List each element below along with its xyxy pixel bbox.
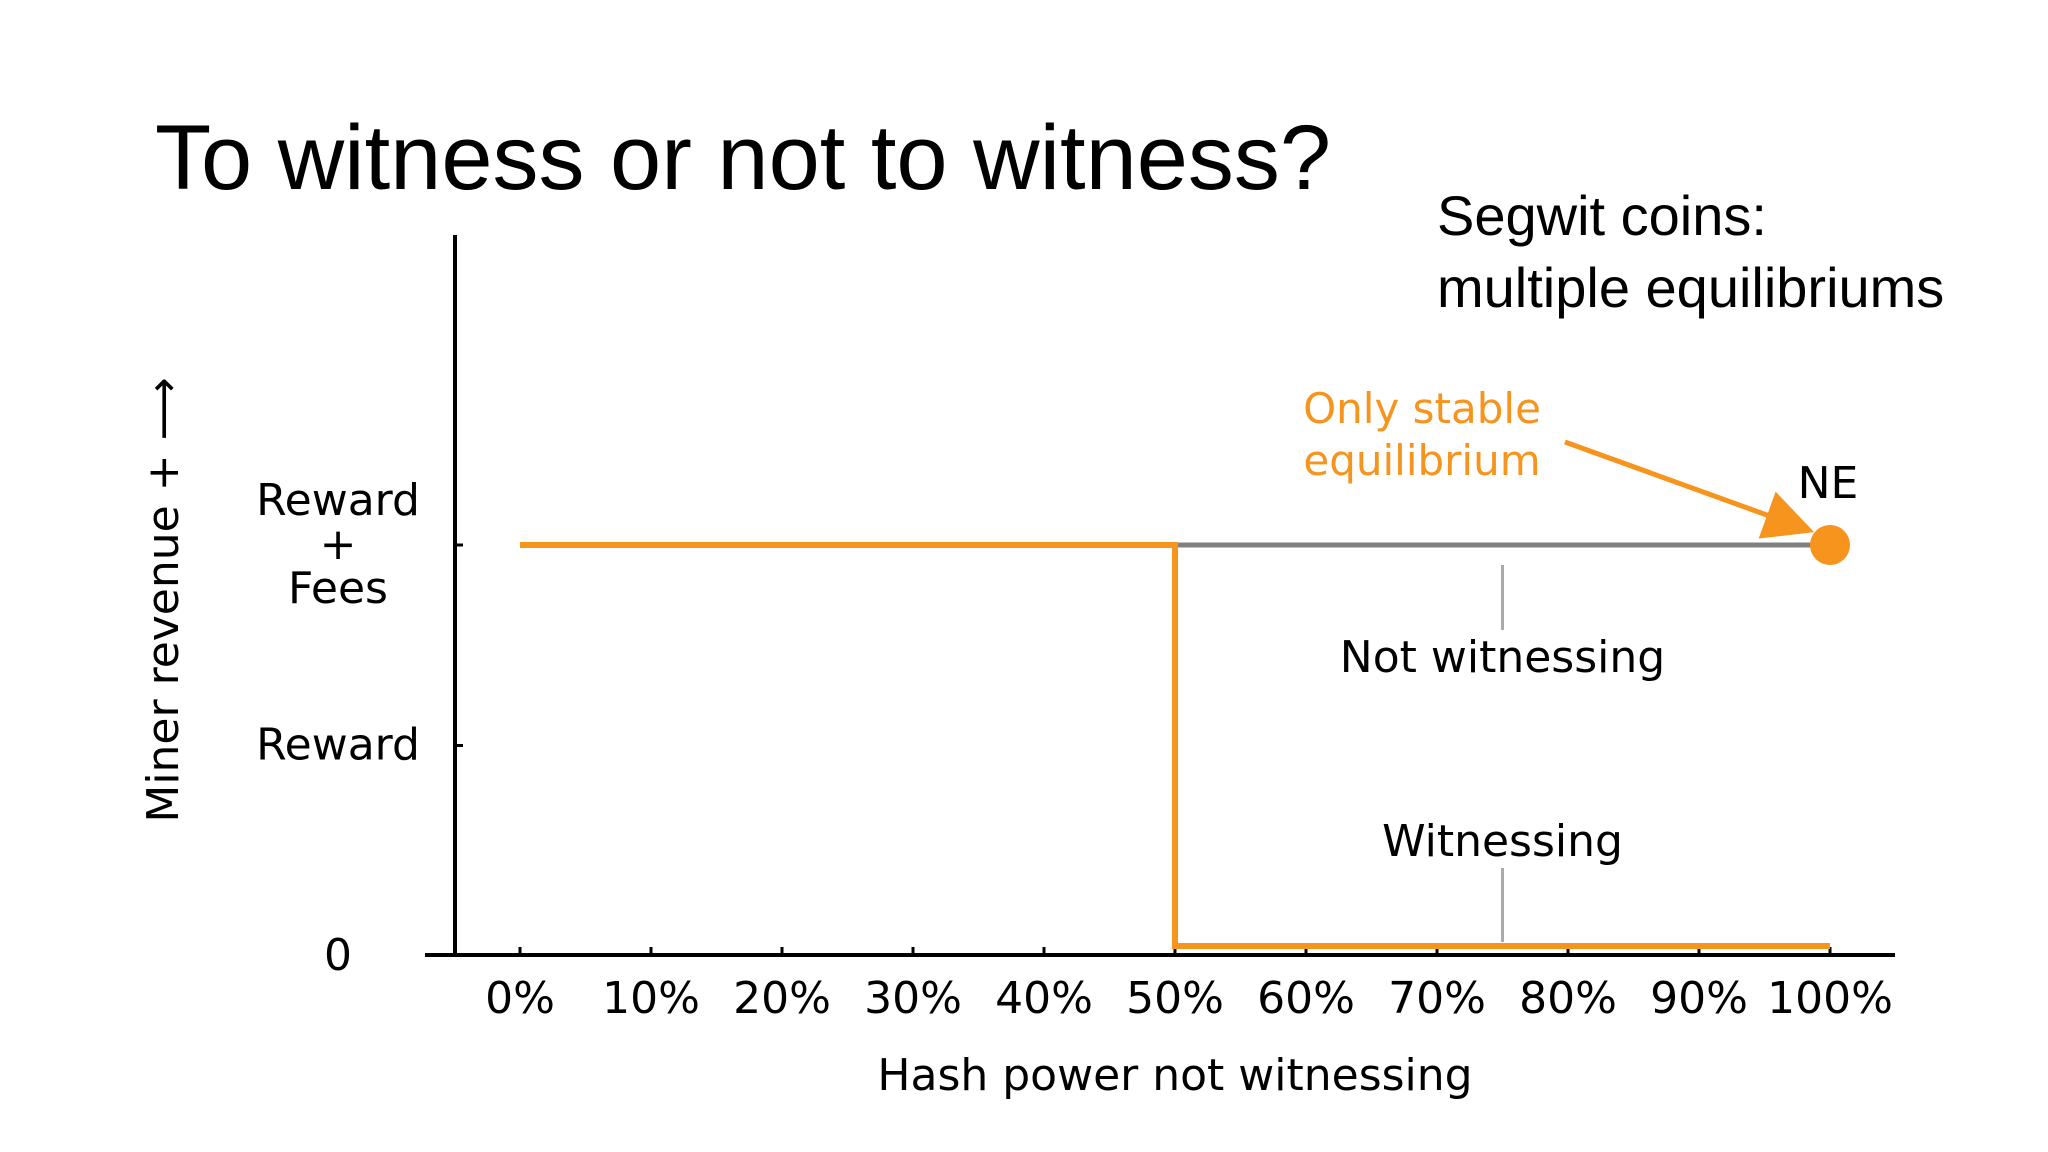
label-not-witnessing: Not witnessing [1340,632,1665,683]
ne-point [1810,525,1850,565]
chart-axes [425,235,1895,957]
x-tick-group: 0% 10% 20% 30% 40% 50% 60% 70% 80% 90% 100% [485,947,1893,1024]
slide-subtitle: Segwit coins: multiple equilibriums [1437,180,1944,324]
slide-title: To witness or not to witness? [155,107,1332,209]
subtitle-line-2: multiple equilibriums [1437,256,1945,319]
x-tick-label: 40% [995,973,1093,1024]
x-tick-label: 80% [1519,973,1617,1024]
x-tick-label: 10% [602,973,700,1024]
label-witnessing: Witnessing [1382,816,1623,867]
x-tick-label: 50% [1126,973,1224,1024]
y-tick-label: Reward [256,475,420,526]
label-only-stable-equilibrium: equilibrium [1303,436,1540,485]
x-tick-label: 90% [1650,973,1748,1024]
x-tick-label: 30% [864,973,962,1024]
x-tick-label: 60% [1257,973,1355,1024]
x-tick-label: 0% [485,973,555,1024]
x-tick-label: 70% [1388,973,1486,1024]
series-group [520,542,1830,949]
y-tick-label: Fees [288,563,388,614]
y-tick-label: 0 [324,930,352,981]
y-tick-label: + [320,519,357,570]
label-ne: NE [1798,458,1859,509]
x-axis-label: Hash power not witnessing [877,1050,1472,1101]
arrow-to-ne [1564,439,1815,539]
x-tick-label: 20% [733,973,831,1024]
series-line-witnessing [520,542,1830,949]
subtitle-line-1: Segwit coins: [1437,184,1767,247]
annotation-group: Not witnessing Witnessing NE Only stableequ… [1303,384,1858,942]
label-only-stable-equilibrium: Only stable [1303,384,1541,433]
x-tick-label: 100% [1767,973,1893,1024]
y-axis-label: Miner revenue + ⟶ [138,377,189,822]
y-tick-label: Reward [256,720,420,771]
